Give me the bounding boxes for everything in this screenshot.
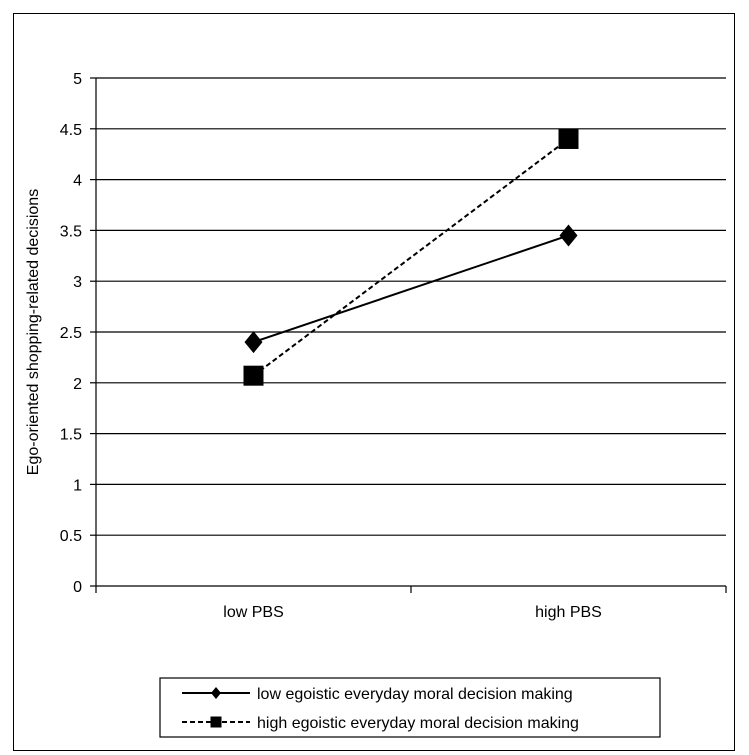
- legend-marker-diamond: [211, 686, 221, 700]
- series-line-2: [252, 138, 570, 377]
- legend: low egoistic everyday moral decision mak…: [159, 677, 661, 738]
- gridlines: [96, 77, 726, 536]
- y-axis-ticks: 0 0.5 1 1.5 2 2.5 3 3.5 4 4.5 5: [60, 71, 96, 596]
- y-tick-label: 0.5: [60, 528, 82, 545]
- y-tick-label: 3.5: [60, 223, 82, 240]
- y-tick-label: 4.5: [60, 122, 82, 139]
- chart-frame: [13, 13, 735, 751]
- legend-marker-square: [210, 716, 222, 728]
- y-tick-label: 1: [73, 477, 82, 494]
- series-line-1: [253, 234, 569, 344]
- legend-label: high egoistic everyday moral decision ma…: [257, 715, 579, 732]
- y-tick-label: 4: [73, 173, 82, 190]
- y-tick-label: 1.5: [60, 427, 82, 444]
- data-point-square: [558, 128, 579, 149]
- y-axis-title: Ego-oriented shopping-related decisions: [25, 189, 42, 475]
- x-axis: low PBS high PBS: [95, 78, 727, 621]
- y-tick-label: 5: [73, 71, 82, 88]
- y-tick-label: 2: [73, 376, 82, 393]
- y-tick-label: 0: [73, 579, 82, 596]
- legend-label: low egoistic everyday moral decision mak…: [257, 686, 573, 703]
- data-point-diamond: [244, 331, 263, 354]
- legend-box: [159, 677, 661, 738]
- x-tick-label: high PBS: [535, 604, 602, 621]
- series-lines: [243, 128, 579, 386]
- y-tick-label: 3: [73, 274, 82, 291]
- y-tick-label: 2.5: [60, 325, 82, 342]
- data-point-square: [243, 365, 264, 386]
- x-tick-label: low PBS: [223, 604, 283, 621]
- data-point-diamond: [559, 224, 578, 247]
